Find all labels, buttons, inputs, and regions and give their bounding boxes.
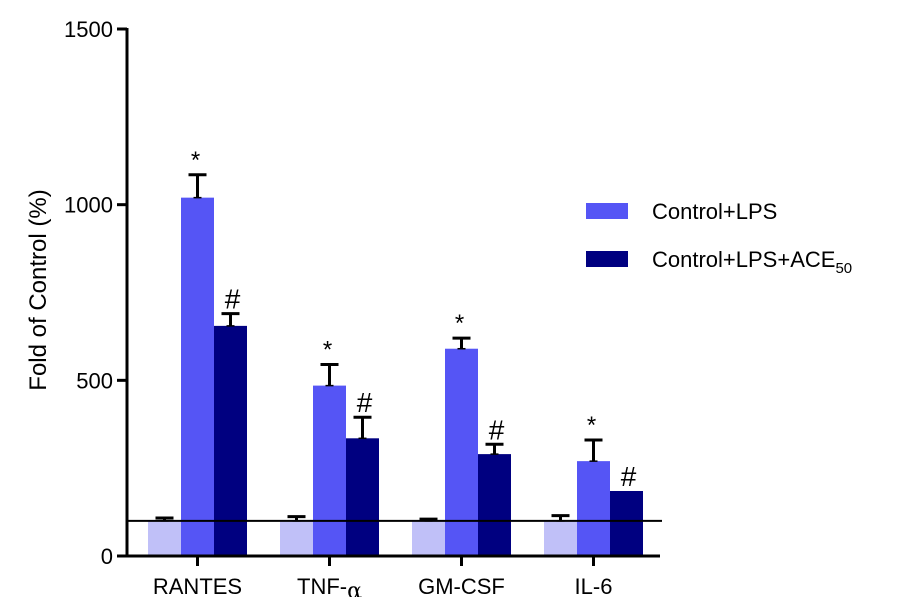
y-tick-label: 1000 <box>64 193 113 218</box>
x-tick-label-main: RANTES <box>153 574 242 597</box>
legend-swatch <box>586 251 628 267</box>
x-tick-label: RANTES <box>153 574 242 597</box>
bar <box>181 197 214 556</box>
significance-mark: # <box>621 461 637 492</box>
y-tick-label: 500 <box>76 368 113 393</box>
y-tick-label: 0 <box>101 544 113 569</box>
significance-mark: # <box>225 284 241 315</box>
bar <box>577 461 610 556</box>
bar <box>214 325 247 556</box>
bar <box>313 385 346 556</box>
x-tick-label: TNF-α <box>297 574 362 597</box>
significance-mark: # <box>357 387 373 418</box>
significance-mark: * <box>191 147 200 174</box>
x-axis: RANTES TNF-α GM-CSF IL-6 <box>125 554 660 597</box>
x-tick-label-main: TNF- <box>297 574 347 597</box>
y-axis: 0 500 1000 1500 <box>64 17 129 569</box>
x-tick-label-main: GM-CSF <box>418 574 505 597</box>
significance-mark: * <box>587 412 596 439</box>
bar <box>478 454 511 556</box>
significance-mark: * <box>323 337 332 364</box>
y-tick-label: 1500 <box>64 17 113 42</box>
legend-swatch <box>586 203 628 219</box>
bar <box>610 491 643 556</box>
significance-mark: # <box>489 414 505 445</box>
bar <box>544 520 577 556</box>
x-tick-label: GM-CSF <box>418 574 505 597</box>
x-tick-label-greek: α <box>347 579 362 597</box>
bar <box>412 520 445 556</box>
legend: Control+LPS Control+LPS+ACE50 <box>586 199 852 277</box>
bar <box>346 438 379 556</box>
bar <box>148 520 181 556</box>
x-tick-label: IL-6 <box>575 574 613 597</box>
legend-label-text: Control+LPS <box>652 199 777 224</box>
legend-label-subscript: 50 <box>835 260 852 277</box>
bar <box>445 348 478 556</box>
legend-label-text: Control+LPS+ACE <box>652 247 835 272</box>
bar <box>280 520 313 556</box>
x-tick-label-main: IL-6 <box>575 574 613 597</box>
y-axis-label: Fold of Control (%) <box>25 189 52 390</box>
plot-area: * * * * # # # # <box>127 147 662 556</box>
legend-label: Control+LPS <box>652 199 777 224</box>
significance-mark: * <box>455 310 464 337</box>
legend-label: Control+LPS+ACE50 <box>652 247 852 277</box>
